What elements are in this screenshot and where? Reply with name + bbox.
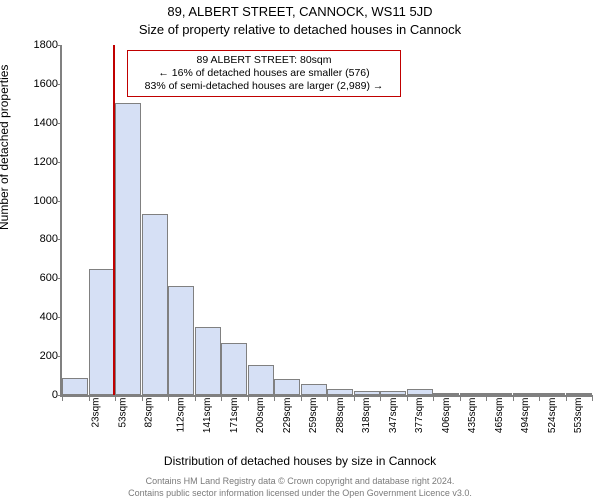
x-tick-label: 259sqm <box>308 398 319 434</box>
x-tick-mark <box>380 395 381 401</box>
x-tick-mark <box>592 395 593 401</box>
x-tick-mark <box>301 395 302 401</box>
histogram-bar <box>301 384 327 395</box>
x-tick-label: 494sqm <box>520 398 531 434</box>
histogram-bar <box>168 286 194 395</box>
y-tick-mark <box>56 356 62 357</box>
footer-line-2: Contains public sector information licen… <box>0 488 600 498</box>
x-tick-label: 347sqm <box>388 398 399 434</box>
x-tick-mark <box>142 395 143 401</box>
y-tick-label: 0 <box>26 389 58 401</box>
x-tick-label: 377sqm <box>414 398 425 434</box>
plot-area: 02004006008001000120014001600180023sqm53… <box>60 45 592 397</box>
x-tick-label: 229sqm <box>282 398 293 434</box>
histogram-bar <box>274 379 300 395</box>
x-tick-label: 112sqm <box>175 398 186 433</box>
chart-container: 89, ALBERT STREET, CANNOCK, WS11 5JD Siz… <box>0 0 600 500</box>
histogram-bar <box>62 378 88 395</box>
x-tick-label: 23sqm <box>91 398 102 428</box>
y-tick-label: 1800 <box>26 39 58 51</box>
y-tick-mark <box>56 317 62 318</box>
y-tick-mark <box>56 278 62 279</box>
y-tick-label: 400 <box>26 311 58 323</box>
x-tick-label: 553sqm <box>573 398 584 434</box>
histogram-bar <box>539 393 565 395</box>
x-axis-label: Distribution of detached houses by size … <box>0 454 600 468</box>
title-sub: Size of property relative to detached ho… <box>0 22 600 37</box>
annotation-box: 89 ALBERT STREET: 80sqm← 16% of detached… <box>127 50 401 97</box>
y-tick-label: 1000 <box>26 195 58 207</box>
histogram-bar <box>89 269 115 395</box>
x-tick-mark <box>274 395 275 401</box>
y-tick-mark <box>56 201 62 202</box>
histogram-bar <box>195 327 221 395</box>
x-tick-mark <box>62 395 63 401</box>
title-main: 89, ALBERT STREET, CANNOCK, WS11 5JD <box>0 4 600 19</box>
histogram-bar <box>486 393 512 395</box>
x-tick-label: 465sqm <box>494 398 505 434</box>
y-tick-mark <box>56 45 62 46</box>
histogram-bar <box>221 343 247 396</box>
x-tick-mark <box>407 395 408 401</box>
annotation-line: 89 ALBERT STREET: 80sqm <box>134 54 394 67</box>
x-tick-mark <box>460 395 461 401</box>
x-tick-label: 318sqm <box>361 398 372 434</box>
x-tick-mark <box>354 395 355 401</box>
histogram-bar <box>142 214 168 395</box>
x-tick-mark <box>539 395 540 401</box>
y-tick-mark <box>56 123 62 124</box>
y-tick-label: 1600 <box>26 78 58 90</box>
x-tick-mark <box>168 395 169 401</box>
histogram-bar <box>566 393 592 395</box>
y-tick-label: 600 <box>26 272 58 284</box>
x-tick-label: 288sqm <box>335 398 346 434</box>
histogram-bar <box>248 365 274 395</box>
x-tick-mark <box>433 395 434 401</box>
histogram-bar <box>433 393 459 395</box>
x-tick-label: 53sqm <box>117 398 128 428</box>
y-tick-mark <box>56 239 62 240</box>
x-tick-mark <box>195 395 196 401</box>
histogram-bar <box>327 389 353 395</box>
x-tick-mark <box>513 395 514 401</box>
y-tick-mark <box>56 162 62 163</box>
x-tick-mark <box>566 395 567 401</box>
y-axis-label: Number of detached properties <box>0 65 11 230</box>
x-tick-label: 82sqm <box>144 398 155 428</box>
x-tick-label: 406sqm <box>441 398 452 434</box>
y-tick-label: 800 <box>26 233 58 245</box>
x-tick-mark <box>248 395 249 401</box>
y-tick-label: 1400 <box>26 117 58 129</box>
histogram-bar <box>380 391 406 395</box>
x-tick-mark <box>115 395 116 401</box>
annotation-line: ← 16% of detached houses are smaller (57… <box>134 67 394 80</box>
histogram-bar <box>513 393 539 395</box>
histogram-bar <box>115 103 141 395</box>
x-tick-label: 200sqm <box>255 398 266 434</box>
x-tick-label: 524sqm <box>547 398 558 434</box>
y-tick-label: 200 <box>26 350 58 362</box>
x-tick-label: 141sqm <box>202 398 213 434</box>
x-tick-mark <box>221 395 222 401</box>
x-tick-mark <box>327 395 328 401</box>
footer-line-1: Contains HM Land Registry data © Crown c… <box>0 476 600 486</box>
subject-marker-line <box>113 45 115 395</box>
histogram-bar <box>460 393 486 395</box>
x-tick-label: 171sqm <box>229 398 240 434</box>
x-tick-mark <box>89 395 90 401</box>
annotation-line: 83% of semi-detached houses are larger (… <box>134 80 394 93</box>
y-tick-label: 1200 <box>26 156 58 168</box>
x-tick-label: 435sqm <box>467 398 478 434</box>
histogram-bar <box>354 391 380 395</box>
x-tick-mark <box>486 395 487 401</box>
y-tick-mark <box>56 84 62 85</box>
histogram-bar <box>407 389 433 395</box>
